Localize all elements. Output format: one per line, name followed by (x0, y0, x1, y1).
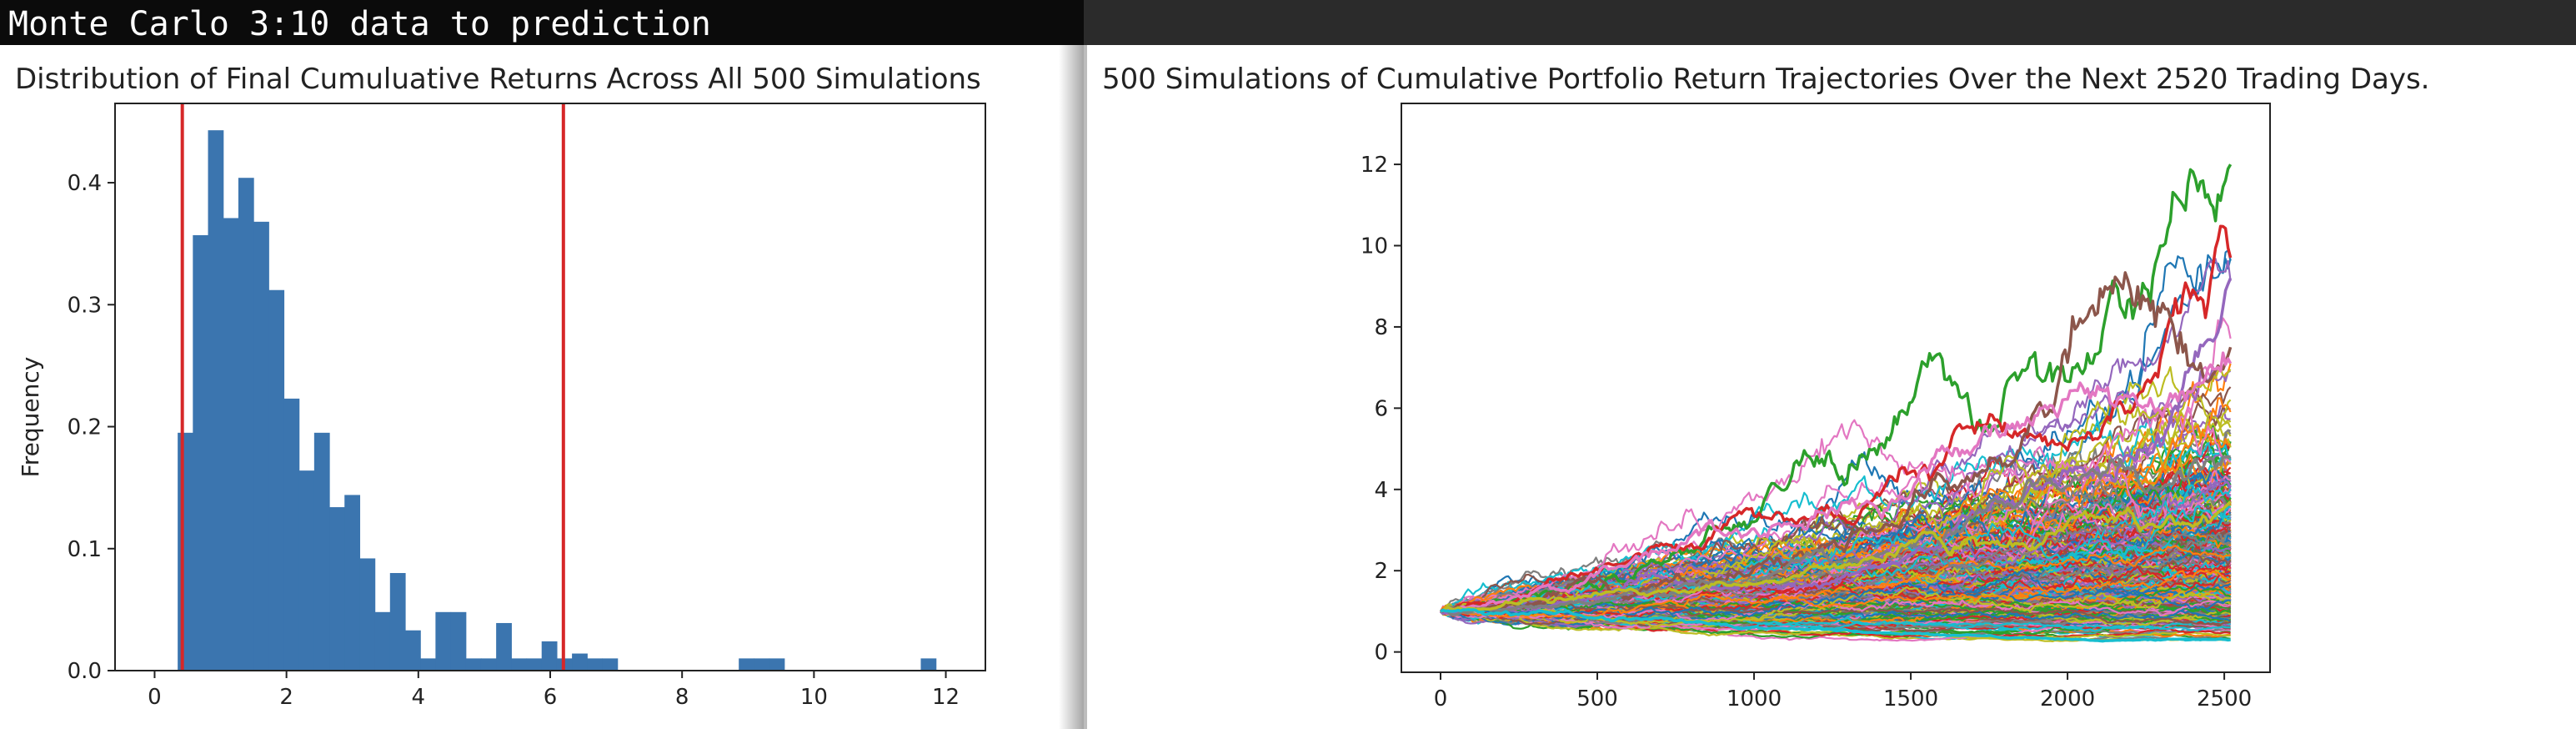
histogram-bar (313, 432, 330, 671)
histogram-title: Distribution of Final Cumuluative Return… (15, 63, 981, 96)
trajectories-ytick-label: 8 (1374, 315, 1388, 340)
histogram-xtick-label: 10 (800, 685, 828, 710)
histogram-chart: Distribution of Final Cumuluative Return… (15, 63, 986, 710)
simulation-trajectory (1440, 606, 2231, 631)
histogram-ylabel: Frequency (17, 357, 44, 478)
histogram-xtick-label: 4 (412, 685, 426, 710)
histogram-xtick-label: 0 (148, 685, 162, 710)
histogram-xtick-label: 6 (544, 685, 558, 710)
histogram-bar (496, 622, 512, 671)
simulation-trajectory (1440, 416, 2232, 612)
histogram-bar (253, 221, 269, 671)
simulation-trajectory (1440, 271, 2233, 613)
trajectories-ytick-label: 12 (1361, 153, 1388, 178)
histogram-bar (526, 658, 543, 671)
trajectories-xtick-label: 500 (1576, 686, 1618, 711)
trajectories-xtick-label: 1500 (1883, 686, 1938, 711)
histogram-bar (405, 630, 421, 671)
histogram-bar (298, 470, 315, 671)
histogram-bar (572, 653, 588, 671)
trajectories-ytick-label: 6 (1374, 396, 1388, 421)
left-panel-titlebar: Monte Carlo 3:10 data to prediction (0, 0, 1084, 45)
histogram-bar (329, 507, 345, 671)
histogram-bar (465, 658, 482, 671)
histogram-ytick-label: 0.4 (68, 171, 102, 196)
histogram-xtick-label: 2 (279, 685, 293, 710)
window-title: Monte Carlo 3:10 data to prediction (8, 5, 711, 43)
simulation-trajectory (1440, 455, 2231, 617)
histogram-bar (420, 658, 436, 671)
right-panel-titlebar (1084, 0, 2576, 45)
histogram-ytick-label: 0.2 (68, 415, 102, 440)
simulation-trajectory (1440, 500, 2232, 613)
trajectories-ytick-label: 2 (1374, 559, 1388, 584)
histogram-bar (193, 234, 209, 671)
histogram-bar (223, 218, 239, 671)
histogram-bar (739, 658, 754, 671)
trajectories-chart: 500 Simulations of Cumulative Portfolio … (1102, 63, 2429, 711)
histogram-ytick-label: 0.1 (68, 537, 102, 562)
histogram-bar (208, 130, 224, 671)
histogram-bar (541, 641, 558, 671)
histogram-bar (389, 573, 406, 671)
histogram-ytick-label: 0.0 (68, 659, 102, 684)
histogram-xtick-label: 8 (675, 685, 689, 710)
simulation-trajectory (1440, 601, 2231, 626)
histogram-xtick-label: 12 (932, 685, 960, 710)
trajectories-xtick-label: 2500 (2197, 686, 2252, 711)
histogram-bar (587, 658, 604, 671)
trajectories-ytick-label: 0 (1374, 641, 1388, 666)
histogram-bar (178, 432, 193, 671)
simulation-trajectory (1440, 608, 2231, 643)
simulation-trajectory (1440, 583, 2232, 613)
trajectories-xtick-label: 2000 (2040, 686, 2095, 711)
simulation-trajectory (1440, 351, 2233, 613)
histogram-bar (238, 178, 254, 671)
histogram-bar (769, 658, 785, 671)
histogram-bar (359, 558, 376, 671)
histogram-ytick-label: 0.3 (68, 293, 102, 318)
trajectories-xtick-label: 1000 (1727, 686, 1782, 711)
histogram-bar (283, 398, 300, 671)
histogram-bar (480, 658, 497, 671)
trajectories-plot-frame (1401, 103, 2271, 673)
histogram-bar (374, 611, 391, 671)
simulation-trajectory (1440, 224, 2233, 615)
histogram-bar (754, 658, 770, 671)
trajectories-ytick-label: 10 (1361, 234, 1388, 259)
panel-divider[interactable] (1084, 45, 1087, 729)
trajectories-xtick-label: 0 (1434, 686, 1448, 711)
histogram-bar (602, 658, 619, 671)
simulation-trajectory (1440, 505, 2232, 615)
histogram-bar (344, 495, 361, 671)
histogram-bar (450, 611, 467, 671)
histogram-bar (511, 658, 528, 671)
histogram-bar (435, 611, 452, 671)
panel-shadow (1059, 45, 1084, 729)
simulation-trajectory (1440, 552, 2232, 616)
trajectories-title: 500 Simulations of Cumulative Portfolio … (1102, 63, 2429, 96)
trajectories-ytick-label: 4 (1374, 478, 1388, 503)
simulation-trajectory (1440, 569, 2231, 619)
histogram-bar (268, 289, 285, 671)
histogram-bar (920, 658, 937, 671)
simulation-trajectory (1440, 507, 2232, 614)
